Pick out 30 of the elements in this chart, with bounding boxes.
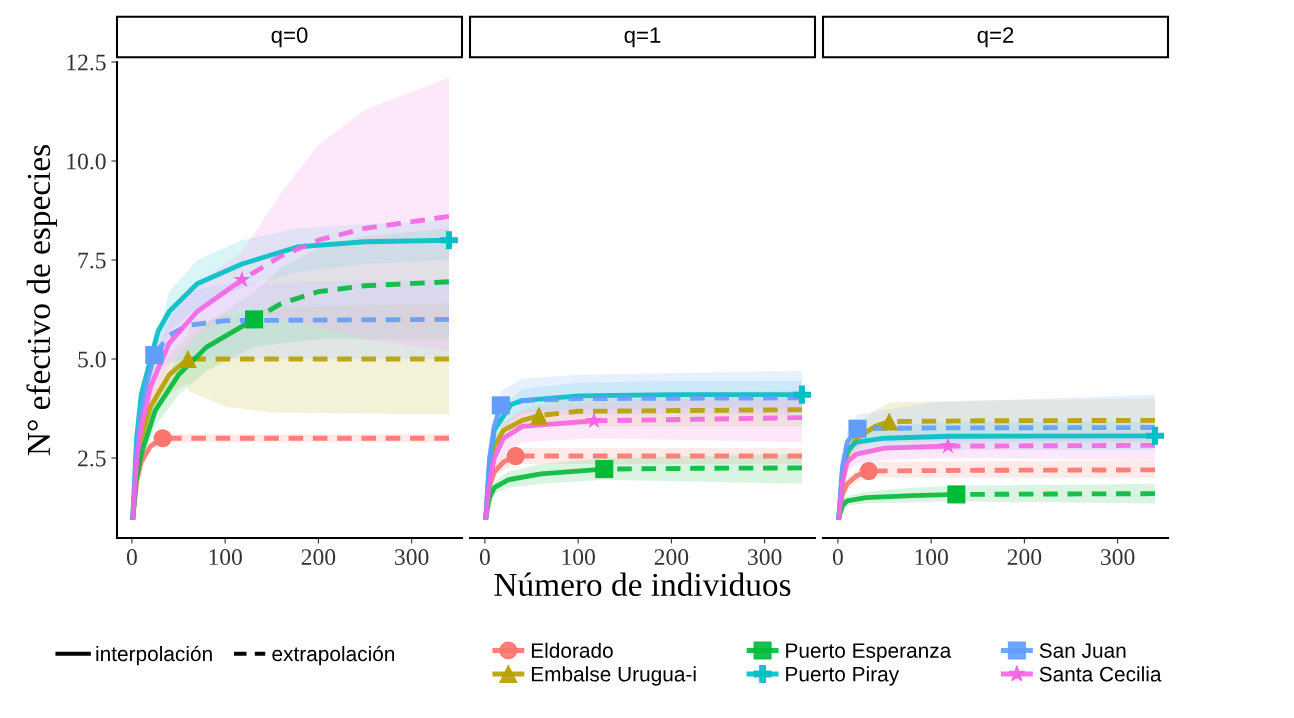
x-tick-label: 100 — [915, 549, 948, 566]
x-axis-title: Número de individuos — [494, 572, 791, 597]
x-tick-label: 200 — [301, 549, 336, 566]
legend-label: Puerto Esperanza — [786, 643, 952, 663]
x-tick-label: 300 — [748, 549, 782, 566]
y-tick-label: 10.0 — [67, 153, 106, 170]
x-tick-label: 0 — [832, 549, 843, 566]
x-tick-label: 0 — [126, 549, 137, 566]
x-tick-label: 100 — [209, 549, 242, 566]
x-tick-label: 200 — [654, 549, 689, 566]
x-tick-label: 300 — [1101, 549, 1135, 566]
chart-title: q=2 — [977, 27, 1014, 48]
legend-label: San Juan — [1039, 643, 1126, 658]
legend-label: Santa Cecilia — [1039, 666, 1162, 682]
x-tick-label: 100 — [562, 549, 595, 566]
text: interpolación — [96, 645, 212, 666]
legend-label: Puerto Piray — [786, 666, 900, 686]
y-axis-title: N° efectivo de especies — [26, 145, 57, 456]
y-tick-label: 5.0 — [78, 351, 106, 368]
x-tick-label: 300 — [395, 549, 429, 566]
y-tick-label: 7.5 — [78, 252, 106, 269]
y-tick-label: 12.5 — [67, 54, 106, 71]
x-tick-label: 200 — [1007, 549, 1042, 566]
chart-title: q=0 — [271, 27, 308, 48]
text: extrapolación — [272, 645, 395, 666]
y-tick-label: 2.5 — [78, 450, 106, 467]
chart-title: q=1 — [624, 27, 661, 48]
legend-label: Embalse Urugua-i — [531, 666, 696, 686]
x-tick-label: 0 — [479, 549, 490, 566]
legend-label: Eldorado — [531, 642, 613, 658]
